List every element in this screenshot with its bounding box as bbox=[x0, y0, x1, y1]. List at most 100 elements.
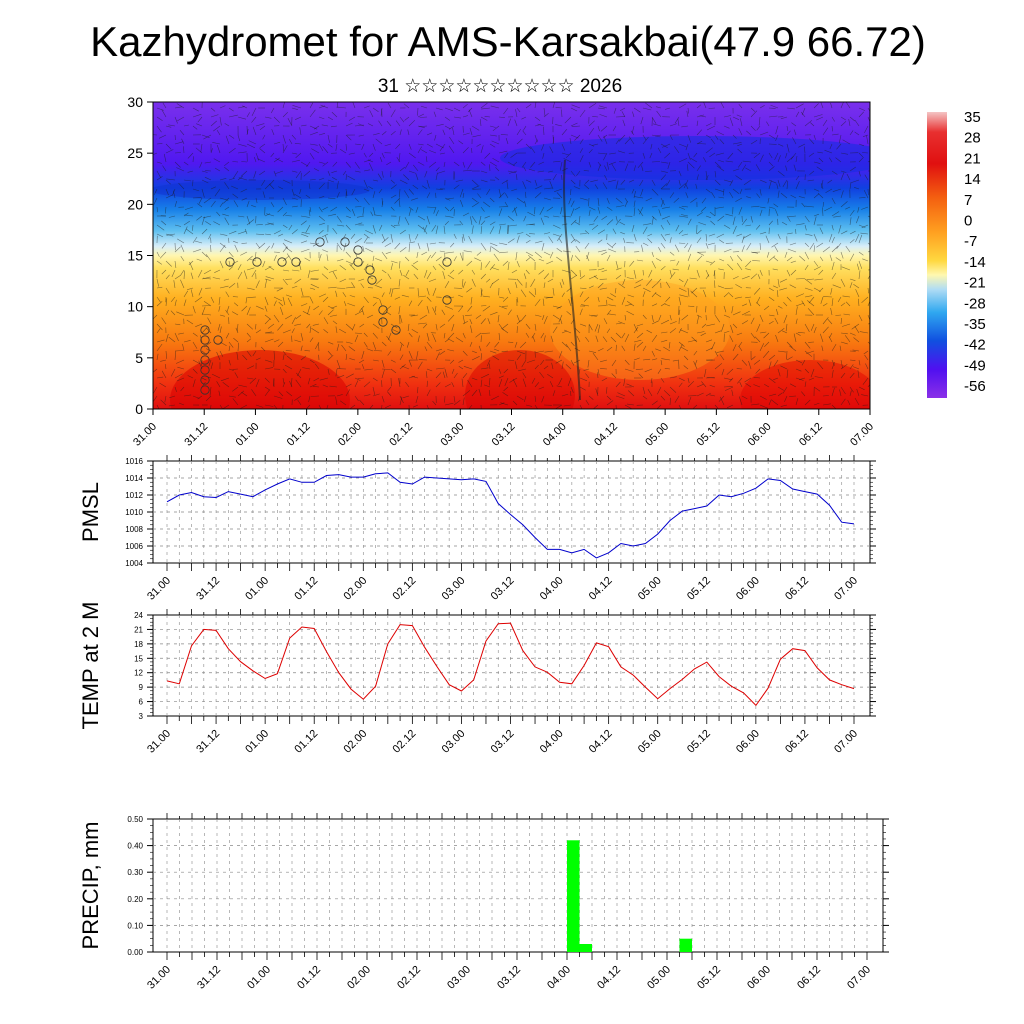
wind-arrow bbox=[300, 287, 304, 297]
wind-arrow bbox=[840, 172, 845, 181]
wind-arrow bbox=[444, 395, 446, 403]
wind-arrow bbox=[398, 215, 401, 225]
wind-arrow bbox=[161, 370, 167, 379]
wind-arrow bbox=[345, 389, 350, 397]
wind-arrow bbox=[675, 224, 680, 232]
wind-arrow bbox=[552, 224, 561, 229]
wind-arrow bbox=[198, 287, 203, 296]
wind-arrow bbox=[358, 359, 365, 364]
wind-arrow bbox=[453, 372, 458, 379]
wind-arrow bbox=[416, 251, 419, 259]
wind-arrow bbox=[813, 233, 818, 242]
wind-arrow bbox=[468, 235, 473, 244]
wind-arrow bbox=[822, 127, 829, 136]
wind-arrow bbox=[399, 260, 401, 269]
wind-arrow bbox=[795, 228, 797, 235]
wind-arrow bbox=[325, 235, 329, 244]
calm-circle bbox=[200, 365, 210, 375]
wind-arrow bbox=[593, 215, 599, 222]
wind-arrow bbox=[354, 395, 359, 402]
wind-arrow bbox=[185, 228, 194, 235]
wind-arrow bbox=[678, 230, 684, 235]
wind-arrow bbox=[489, 350, 497, 354]
wind-arrow bbox=[349, 263, 356, 271]
wind-arrow bbox=[435, 352, 440, 361]
wind-arrow bbox=[543, 197, 552, 201]
wind-arrow bbox=[449, 269, 455, 274]
wind-arrow bbox=[277, 323, 284, 331]
wind-arrow bbox=[647, 389, 653, 397]
wind-arrow bbox=[552, 102, 556, 109]
wind-arrow bbox=[387, 386, 392, 392]
wind-arrow bbox=[759, 105, 765, 109]
wind-arrow bbox=[307, 377, 311, 385]
wind-arrow bbox=[507, 309, 512, 316]
wind-arrow bbox=[854, 131, 860, 136]
wind-arrow bbox=[197, 203, 203, 208]
wind-arrow bbox=[490, 105, 500, 109]
x-tick-label: 06.12 bbox=[795, 964, 823, 992]
wind-arrow bbox=[706, 323, 716, 327]
wind-arrow bbox=[176, 311, 185, 316]
wind-arrow bbox=[216, 129, 221, 136]
wind-arrow bbox=[399, 179, 408, 184]
wind-arrow bbox=[841, 266, 851, 271]
wind-arrow bbox=[455, 337, 464, 343]
wind-arrow bbox=[399, 129, 402, 136]
wind-arrow bbox=[291, 134, 297, 140]
wind-arrow bbox=[854, 326, 860, 334]
wind-arrow bbox=[606, 197, 610, 204]
wind-arrow bbox=[488, 363, 491, 370]
wind-arrow bbox=[165, 179, 171, 185]
wind-arrow bbox=[304, 257, 311, 262]
wind-arrow bbox=[323, 317, 329, 325]
wind-arrow bbox=[741, 359, 748, 366]
wind-arrow bbox=[813, 134, 816, 140]
wind-arrow bbox=[642, 226, 648, 235]
wind-arrow bbox=[672, 268, 680, 271]
wind-arrow bbox=[511, 269, 518, 274]
wind-arrow bbox=[196, 215, 203, 221]
wind-arrow bbox=[660, 319, 670, 325]
wind-arrow bbox=[813, 245, 815, 253]
wind-arrow bbox=[772, 268, 779, 271]
wind-arrow bbox=[224, 161, 230, 167]
wind-arrow bbox=[223, 278, 230, 281]
wind-arrow bbox=[729, 335, 734, 343]
wind-arrow bbox=[664, 303, 671, 307]
wind-arrow bbox=[219, 350, 224, 357]
wind-arrow bbox=[651, 320, 659, 325]
wind-arrow bbox=[286, 391, 293, 397]
wind-arrow bbox=[836, 143, 842, 150]
wind-arrow bbox=[318, 133, 326, 136]
wind-arrow bbox=[600, 368, 608, 370]
wind-arrow bbox=[228, 341, 234, 348]
wind-arrow bbox=[384, 143, 392, 147]
wind-arrow bbox=[768, 134, 776, 139]
wind-arrow bbox=[273, 314, 280, 323]
wind-arrow bbox=[514, 361, 518, 370]
wind-arrow bbox=[369, 404, 374, 409]
wind-arrow bbox=[804, 264, 809, 271]
wind-arrow bbox=[529, 224, 536, 226]
wind-arrow bbox=[523, 166, 527, 172]
wind-arrow bbox=[446, 197, 455, 200]
wind-arrow bbox=[273, 350, 275, 360]
wind-arrow bbox=[198, 197, 203, 204]
wind-arrow bbox=[498, 150, 508, 154]
wind-arrow bbox=[516, 260, 520, 268]
wind-arrow bbox=[379, 156, 383, 163]
wind-arrow bbox=[516, 354, 522, 361]
wind-arrow bbox=[588, 285, 594, 289]
calm-circle bbox=[252, 257, 262, 267]
wind-arrow bbox=[597, 348, 604, 352]
wind-arrow bbox=[255, 280, 260, 289]
wind-arrow bbox=[390, 359, 396, 363]
wind-arrow bbox=[369, 110, 374, 118]
wind-arrow bbox=[387, 102, 392, 109]
wind-arrow bbox=[807, 179, 815, 182]
wind-arrow bbox=[513, 207, 518, 217]
wind-arrow bbox=[836, 242, 842, 249]
wind-arrow bbox=[678, 278, 684, 283]
wind-arrow bbox=[408, 350, 413, 359]
